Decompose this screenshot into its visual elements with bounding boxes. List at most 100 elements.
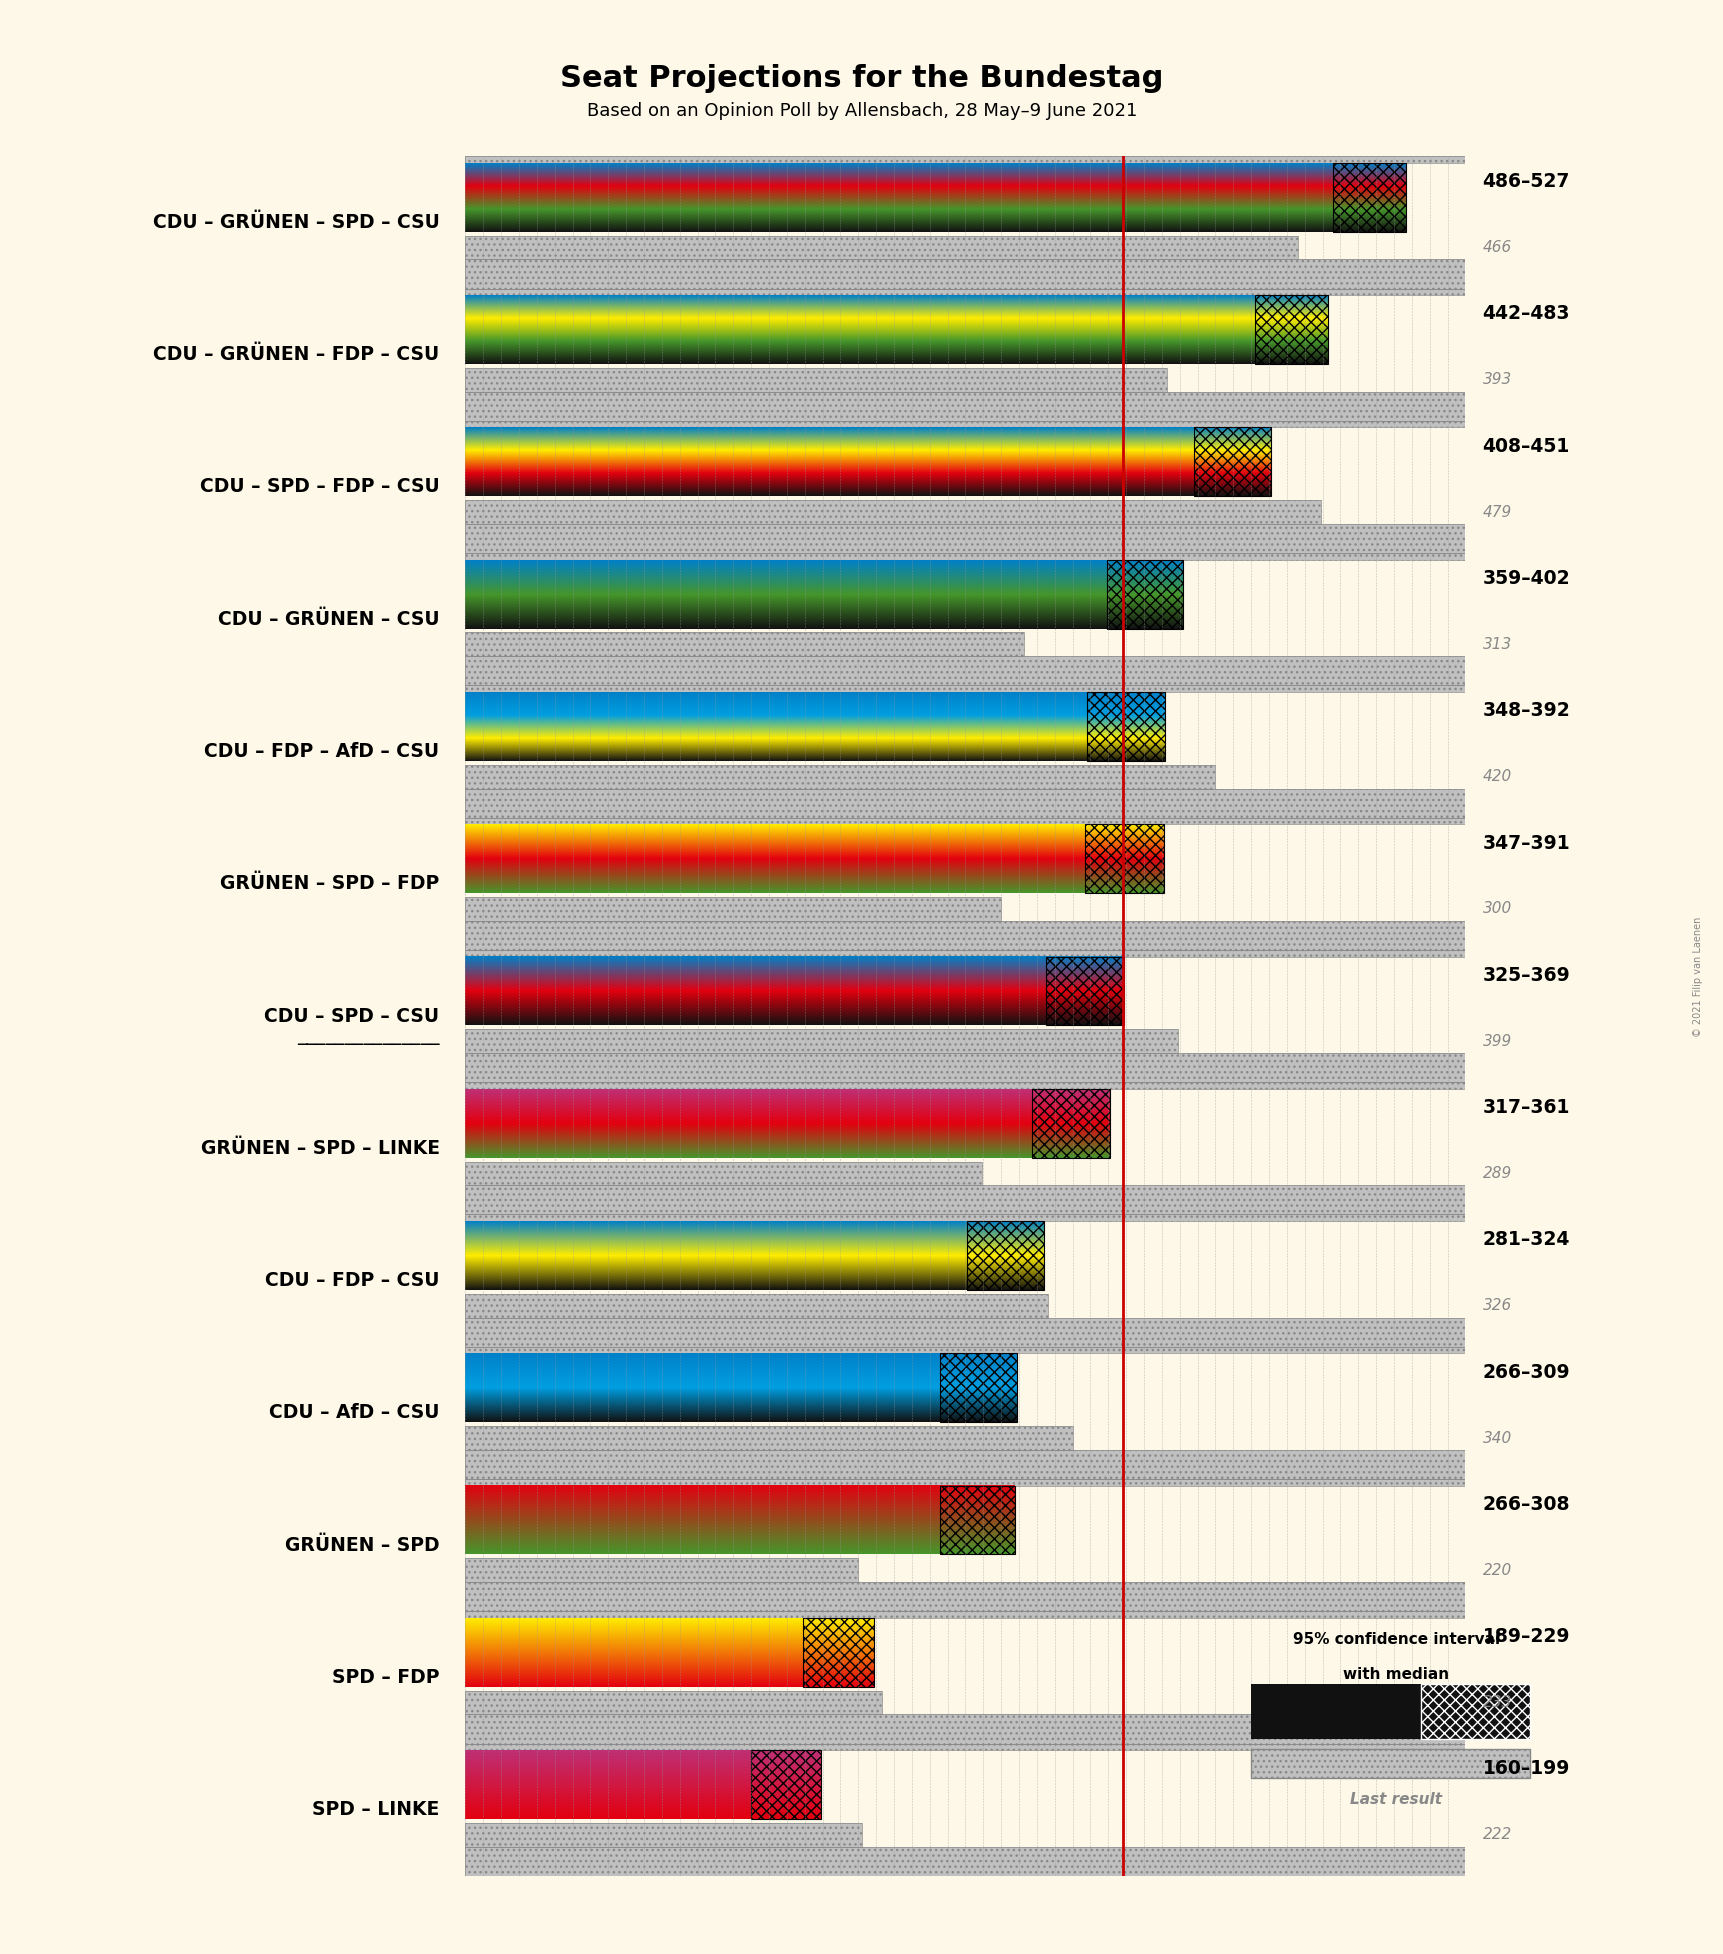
Text: 233: 233 bbox=[1482, 1694, 1511, 1710]
Bar bbox=[465, 420, 1465, 428]
Bar bbox=[465, 950, 1465, 957]
Text: 420: 420 bbox=[1482, 770, 1511, 784]
Text: SPD – LINKE: SPD – LINKE bbox=[312, 1800, 439, 1819]
Text: GRÜNEN – SPD: GRÜNEN – SPD bbox=[284, 1536, 439, 1555]
Bar bbox=[465, 1743, 1465, 1751]
Bar bbox=[465, 1346, 1465, 1354]
Bar bbox=[465, 1823, 862, 1847]
Text: GRÜNEN – SPD – LINKE: GRÜNEN – SPD – LINKE bbox=[200, 1139, 439, 1159]
Bar bbox=[465, 420, 1465, 428]
Bar bbox=[465, 289, 1465, 420]
Bar bbox=[1085, 692, 1165, 760]
Bar bbox=[465, 1559, 858, 1583]
Bar bbox=[465, 1083, 1465, 1215]
Bar bbox=[465, 1053, 1465, 1083]
Bar bbox=[465, 1479, 1465, 1485]
Bar bbox=[1030, 1088, 1110, 1157]
Bar bbox=[1254, 295, 1327, 363]
Bar bbox=[465, 1583, 1465, 1612]
Text: CDU – GRÜNEN – SPD – CSU: CDU – GRÜNEN – SPD – CSU bbox=[153, 213, 439, 233]
Bar bbox=[465, 1714, 1465, 1743]
Bar bbox=[1249, 1684, 1420, 1739]
Text: CDU – FDP – CSU: CDU – FDP – CSU bbox=[265, 1272, 439, 1290]
Text: CDU – GRÜNEN – CSU: CDU – GRÜNEN – CSU bbox=[217, 610, 439, 629]
Text: 340: 340 bbox=[1482, 1430, 1511, 1446]
Bar bbox=[465, 553, 1465, 686]
Text: with median: with median bbox=[1342, 1667, 1449, 1682]
Bar bbox=[465, 686, 1465, 692]
Bar bbox=[967, 1221, 1044, 1290]
Bar bbox=[465, 1346, 1465, 1354]
Bar bbox=[465, 391, 1465, 420]
Bar bbox=[465, 500, 1320, 524]
Text: 222: 222 bbox=[1482, 1827, 1511, 1843]
Text: 408–451: 408–451 bbox=[1482, 438, 1570, 455]
Bar bbox=[465, 553, 1465, 559]
Bar bbox=[465, 1030, 1177, 1053]
Text: GRÜNEN – SPD – FDP: GRÜNEN – SPD – FDP bbox=[221, 873, 439, 893]
Bar bbox=[1332, 162, 1406, 233]
Bar bbox=[465, 1612, 1465, 1618]
Bar bbox=[465, 260, 1465, 289]
Bar bbox=[465, 500, 1320, 524]
Text: 393: 393 bbox=[1482, 373, 1511, 387]
Text: 266–309: 266–309 bbox=[1482, 1362, 1570, 1381]
Bar bbox=[465, 1294, 1048, 1317]
Bar bbox=[465, 686, 1465, 817]
Text: CDU – SPD – CSU: CDU – SPD – CSU bbox=[264, 1006, 439, 1026]
Bar bbox=[465, 420, 1465, 553]
Text: 359–402: 359–402 bbox=[1482, 569, 1570, 588]
Bar bbox=[465, 236, 1297, 260]
Bar bbox=[465, 1161, 980, 1186]
Bar bbox=[465, 1053, 1465, 1083]
Bar bbox=[465, 817, 1465, 950]
Bar bbox=[465, 1346, 1465, 1479]
Text: Seat Projections for the Bundestag: Seat Projections for the Bundestag bbox=[560, 64, 1163, 94]
Text: 300: 300 bbox=[1482, 901, 1511, 916]
Bar bbox=[465, 1083, 1465, 1088]
Text: 348–392: 348–392 bbox=[1482, 701, 1570, 721]
Bar bbox=[465, 657, 1465, 686]
Bar bbox=[465, 524, 1465, 553]
Text: Based on an Opinion Poll by Allensbach, 28 May–9 June 2021: Based on an Opinion Poll by Allensbach, … bbox=[586, 102, 1137, 119]
Bar bbox=[941, 1485, 1015, 1555]
Text: 486–527: 486–527 bbox=[1482, 172, 1570, 191]
Bar bbox=[465, 260, 1465, 289]
Bar bbox=[465, 1479, 1465, 1612]
Text: _______________: _______________ bbox=[296, 1026, 439, 1045]
Text: © 2021 Filip van Laenen: © 2021 Filip van Laenen bbox=[1692, 916, 1702, 1038]
Bar bbox=[465, 1450, 1465, 1479]
Bar bbox=[465, 1426, 1072, 1450]
Text: 160–199: 160–199 bbox=[1482, 1759, 1570, 1778]
Bar bbox=[465, 1161, 980, 1186]
Text: 399: 399 bbox=[1482, 1034, 1511, 1049]
Bar bbox=[465, 1583, 1465, 1612]
Bar bbox=[751, 1751, 820, 1819]
Bar bbox=[465, 236, 1297, 260]
Text: 466: 466 bbox=[1482, 240, 1511, 256]
Bar bbox=[1106, 559, 1182, 629]
Bar bbox=[465, 633, 1023, 657]
Bar bbox=[465, 633, 1023, 657]
Bar bbox=[1249, 1749, 1528, 1778]
Text: 95% confidence interval: 95% confidence interval bbox=[1292, 1632, 1499, 1647]
Bar bbox=[465, 1294, 1048, 1317]
Bar bbox=[465, 657, 1465, 686]
Bar bbox=[465, 156, 1465, 289]
Bar bbox=[465, 1215, 1465, 1221]
Bar bbox=[465, 920, 1465, 950]
Bar bbox=[465, 1215, 1465, 1221]
Bar bbox=[465, 920, 1465, 950]
Bar bbox=[465, 897, 1001, 920]
Bar bbox=[1194, 428, 1270, 496]
Bar bbox=[465, 1479, 1465, 1485]
Text: 347–391: 347–391 bbox=[1482, 834, 1570, 852]
Bar bbox=[465, 1186, 1465, 1215]
Text: CDU – AfD – CSU: CDU – AfD – CSU bbox=[269, 1403, 439, 1423]
Bar bbox=[465, 1847, 1465, 1876]
Bar bbox=[465, 1690, 880, 1714]
Bar bbox=[465, 1612, 1465, 1618]
Bar bbox=[465, 1186, 1465, 1215]
Bar bbox=[465, 289, 1465, 295]
Text: CDU – SPD – FDP – CSU: CDU – SPD – FDP – CSU bbox=[200, 477, 439, 496]
